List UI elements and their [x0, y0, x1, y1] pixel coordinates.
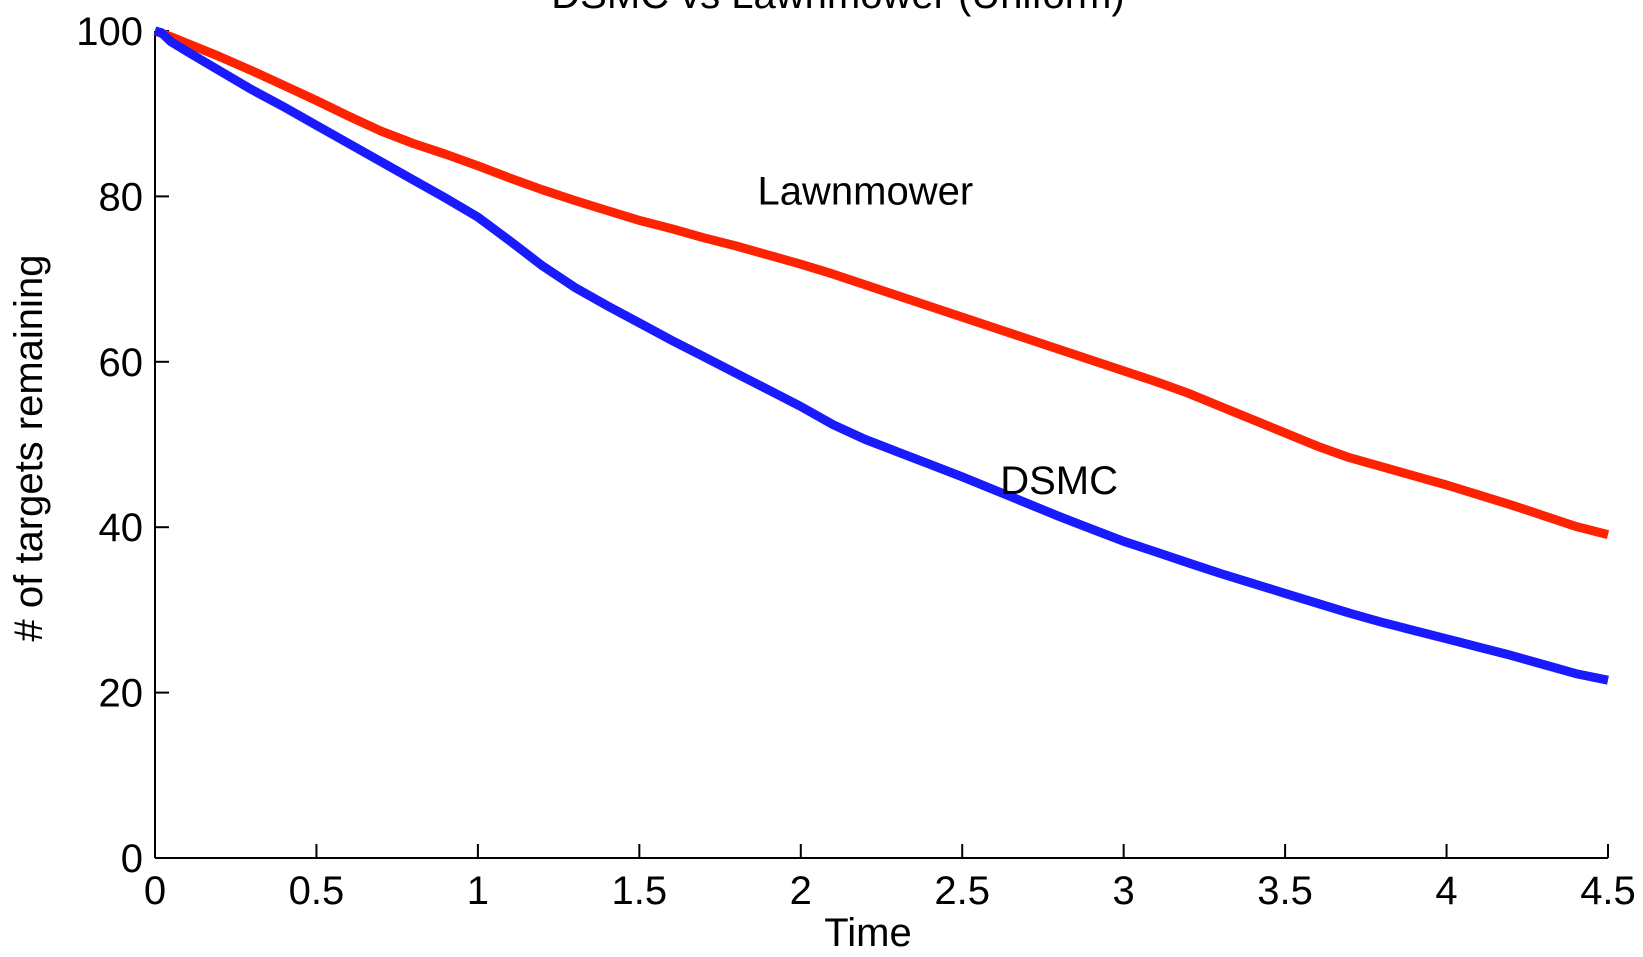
- y-tick-label: 20: [99, 672, 144, 716]
- plot-area: 0 0.5 1 1.5 2 2.5 3 3.5 4 4.5 0 20 40 60 80 100 Lawnmowe…: [76, 10, 1636, 913]
- x-tick-label: 0.5: [289, 869, 345, 913]
- x-tick-label: 2.5: [934, 869, 990, 913]
- annotation-lawnmower: Lawnmower: [758, 170, 974, 214]
- series-line-dsmc: [153, 26, 1609, 685]
- series-line-lawnmower: [153, 26, 1610, 539]
- x-tick-label: 0: [144, 869, 166, 913]
- x-tick-label: 1: [467, 869, 489, 913]
- x-axis-label: Time: [824, 911, 911, 955]
- chart-title: DSMC vs Lawnmower (Uniform): [551, 0, 1124, 17]
- x-tick-label: 3: [1113, 869, 1135, 913]
- y-tick-label: 0: [121, 837, 143, 881]
- x-tick-label: 4: [1435, 869, 1457, 913]
- x-tick-label: 1.5: [612, 869, 668, 913]
- y-tick-label: 60: [99, 341, 144, 385]
- annotation-dsmc: DSMC: [1000, 459, 1118, 503]
- y-tick-label: 80: [99, 175, 144, 219]
- x-tick-label: 4.5: [1580, 869, 1636, 913]
- y-tick-label: 40: [99, 506, 144, 550]
- y-tick-label: 100: [76, 10, 143, 54]
- y-axis-label: # of targets remaining: [7, 255, 51, 642]
- x-tick-label: 3.5: [1257, 869, 1313, 913]
- x-tick-label: 2: [790, 869, 812, 913]
